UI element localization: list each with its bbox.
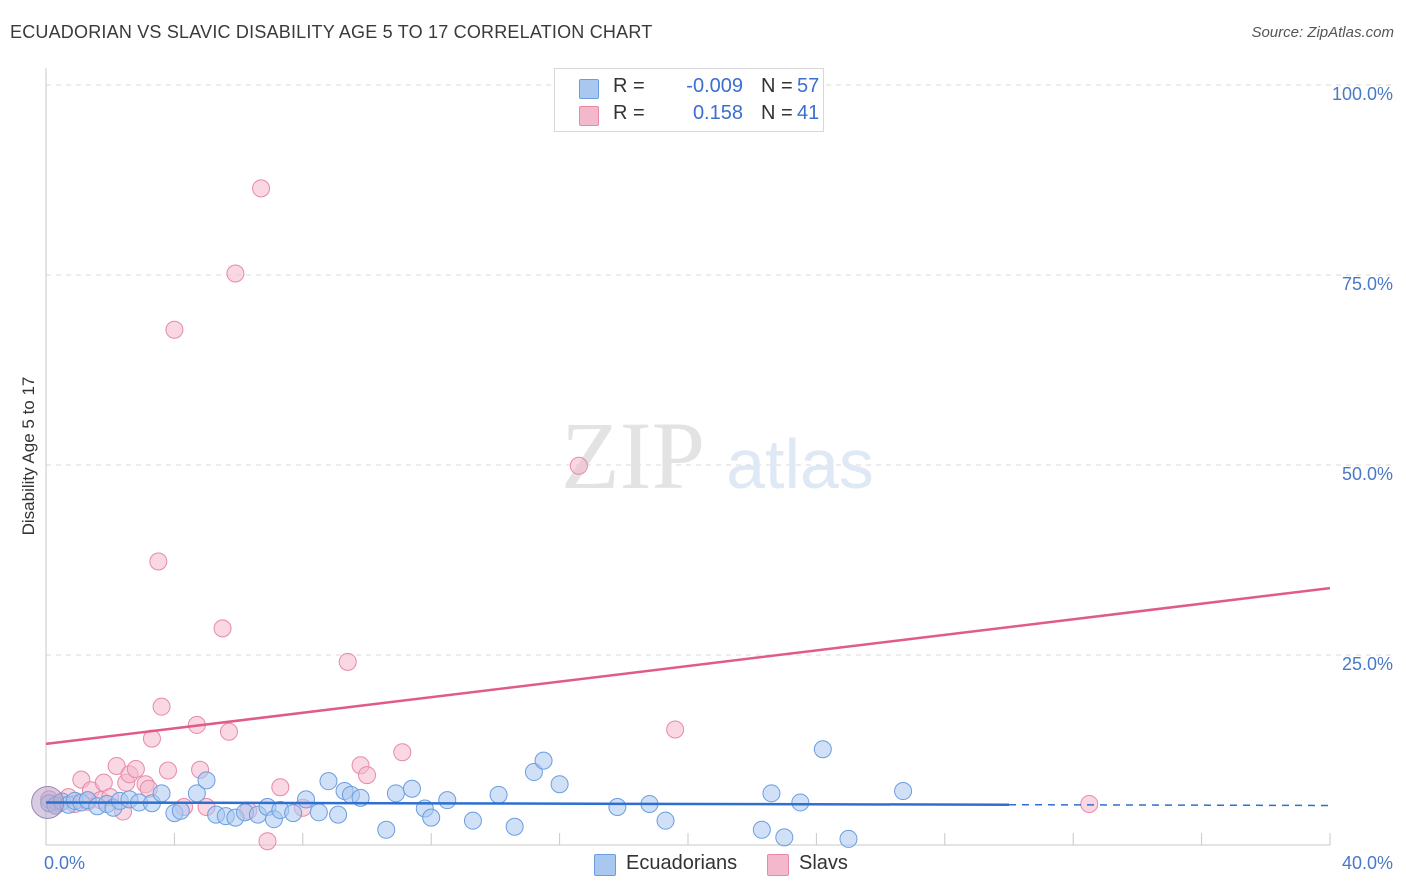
slavs-point (165, 320, 184, 339)
ecuadorians-point (762, 784, 781, 803)
ecuadorians-point (550, 775, 569, 794)
chart-title: ECUADORIAN VS SLAVIC DISABILITY AGE 5 TO… (10, 22, 653, 42)
ecuadorians-point (656, 811, 675, 830)
slavs-point (219, 722, 238, 741)
legend-label-slavs: Slavs (799, 852, 848, 874)
slavs-point (107, 756, 126, 775)
ecuadorians-point (284, 804, 303, 823)
watermark-zip: ZIP (561, 402, 705, 509)
legend-swatch-pink (767, 854, 789, 876)
gridlines (46, 84, 1392, 656)
legend-swatch-blue (594, 854, 616, 876)
trend-lines (45, 586, 1331, 807)
legend-label-ecuadorians: Ecuadorians (626, 852, 738, 874)
ecuadorians-point (752, 820, 771, 839)
legend-r-value: -0.009 (686, 75, 743, 97)
slavs-point (149, 552, 168, 571)
ecuadorians-point (775, 828, 794, 847)
ecuadorians-point (608, 798, 627, 816)
ecuadorians-point (505, 817, 524, 836)
ecuadorians-point (329, 805, 348, 824)
legend-r-label: R = (613, 102, 645, 124)
legend-n-value: 41 (797, 102, 820, 124)
ecuadorians-trend-line (45, 801, 1010, 806)
y-tick-label: 100.0% (1332, 84, 1393, 104)
legend-n-label: N = (761, 75, 793, 97)
slavs-point (126, 760, 145, 778)
slavs-point (1080, 794, 1099, 813)
ecuadorians-point (791, 793, 810, 812)
ecuadorians-point (152, 784, 171, 803)
ecuadorians-point (386, 784, 405, 803)
ecuadorians-points (31, 740, 913, 848)
ecuadorians-point (377, 820, 396, 839)
legend-swatch-blue (579, 79, 599, 99)
x-tick-label: 40.0% (1342, 853, 1393, 873)
legend-n-value: 57 (797, 75, 820, 97)
ecuadorians-point (171, 801, 190, 820)
y-tick-label: 25.0% (1342, 654, 1393, 674)
slavs-point (338, 652, 357, 671)
slavs-point (252, 179, 271, 198)
ecuadorians-point (422, 808, 441, 827)
ecuadorians-point (319, 772, 338, 791)
watermark: ZIP atlas (561, 402, 874, 509)
ecuadorians-point (197, 771, 216, 790)
slavs-point (666, 720, 685, 739)
slavs-point (271, 778, 290, 797)
slavs-point (158, 761, 177, 780)
y-tick-label: 50.0% (1342, 464, 1393, 484)
slavs-point (213, 619, 232, 638)
ecuadorians-point (813, 740, 832, 759)
x-tick-label: 0.0% (44, 853, 85, 873)
correlation-legend: R = -0.009 N = 57 R = 0.158 N = 41 (554, 68, 824, 132)
slavs-trend-line (45, 586, 1331, 746)
slavs-point (152, 697, 171, 716)
slavs-point (569, 456, 588, 475)
ecuadorians-point (309, 803, 328, 822)
slavs-point (393, 743, 412, 762)
ecuadorians-point (438, 791, 457, 810)
ecuadorians-trend-extension (1008, 803, 1331, 807)
slavs-points (40, 179, 1099, 851)
slavs-point (358, 766, 376, 785)
legend-r-value: 0.158 (692, 102, 743, 124)
y-tick-label: 75.0% (1342, 274, 1393, 294)
ecuadorians-point (534, 751, 553, 770)
ecuadorians-point (297, 790, 316, 809)
watermark-atlas: atlas (726, 425, 874, 503)
legend-r-label: R = (613, 75, 645, 97)
y-axis-label: Disability Age 5 to 17 (19, 377, 38, 536)
slavs-point (258, 832, 277, 851)
legend-swatch-pink (579, 106, 599, 126)
source-label: Source: ZipAtlas.com (1251, 24, 1394, 41)
ecuadorians-point (463, 811, 482, 830)
ecuadorians-point (894, 782, 913, 801)
legend-n-label: N = (761, 102, 793, 124)
ecuadorians-point (402, 779, 421, 798)
ecuadorians-point (839, 829, 858, 848)
ecuadorians-point (489, 785, 508, 804)
tick-labels: 25.0% 50.0% 75.0% 100.0% 0.0% 40.0% (44, 84, 1393, 873)
slavs-point (226, 264, 245, 283)
